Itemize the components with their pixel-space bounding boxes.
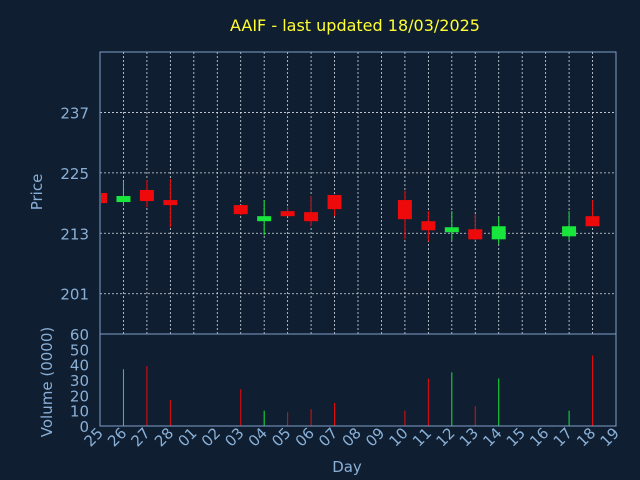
x-tick-label: 10 xyxy=(386,424,412,450)
x-tick-label: 18 xyxy=(573,424,599,450)
candle-body xyxy=(101,193,107,204)
candle-body xyxy=(444,227,459,233)
volume-tick-label: 20 xyxy=(70,387,89,405)
x-tick-label: 27 xyxy=(128,424,154,450)
price-tick-label: 237 xyxy=(60,104,89,122)
x-tick-label: 08 xyxy=(339,424,365,450)
price-tick-label: 225 xyxy=(60,165,89,183)
volume-bars xyxy=(122,355,594,426)
candle-body xyxy=(257,216,272,222)
x-tick-label: 16 xyxy=(526,424,552,450)
candle-body xyxy=(397,200,412,220)
x-tick-label: 26 xyxy=(104,424,130,450)
candle-body xyxy=(491,226,506,240)
candle-body xyxy=(585,216,600,227)
price-grid xyxy=(100,52,616,334)
candle-body xyxy=(468,229,483,240)
x-tick-label: 19 xyxy=(597,424,623,450)
x-tick-label: 12 xyxy=(432,424,458,450)
x-tick-label: 14 xyxy=(479,424,505,450)
chart-title: AAIF - last updated 18/03/2025 xyxy=(230,16,480,35)
x-tick-label: 11 xyxy=(409,424,435,450)
volume-panel-frame xyxy=(99,333,617,427)
candle-body xyxy=(163,200,178,206)
candle-body xyxy=(421,221,436,231)
volume-tick-label: 0 xyxy=(79,418,89,436)
volume-tick-label: 40 xyxy=(70,357,89,375)
y-axis-label: Price xyxy=(28,174,46,211)
volume-tick-label: 60 xyxy=(70,326,89,344)
x-tick-label: 15 xyxy=(503,424,529,450)
x-tick-label: 02 xyxy=(198,424,224,450)
price-tick-labels: 201 213 225 237 xyxy=(60,104,89,303)
volume-tick-label: 10 xyxy=(70,403,89,421)
candle-body xyxy=(116,196,131,203)
x-tick-label: 07 xyxy=(315,424,341,450)
x-axis-label: Day xyxy=(332,458,362,476)
x-tick-label: 09 xyxy=(362,424,388,450)
price-tick-label: 201 xyxy=(60,286,89,304)
candle-body xyxy=(233,205,248,215)
x-tick-label: 04 xyxy=(245,424,271,450)
x-tick-label: 03 xyxy=(221,424,247,450)
candle-body xyxy=(562,226,577,237)
x-tick-label: 17 xyxy=(550,424,576,450)
volume-tick-label: 50 xyxy=(70,341,89,359)
candle-body xyxy=(280,211,295,217)
x-tick-label: 13 xyxy=(456,424,482,450)
x-tick-label: 28 xyxy=(151,424,177,450)
x-tick-label: 01 xyxy=(174,424,200,450)
volume-tick-label: 30 xyxy=(70,372,89,390)
price-tick-label: 213 xyxy=(60,225,89,243)
x-tick-label: 05 xyxy=(268,424,294,450)
candle-body xyxy=(304,212,319,222)
volume-axis-label: Volume (0000) xyxy=(38,327,56,437)
candle-body xyxy=(139,189,154,202)
candles xyxy=(99,178,600,245)
x-tick-labels: 2526272801020304050607080910111213141516… xyxy=(81,424,623,450)
candle-body xyxy=(327,195,342,210)
x-tick-label: 06 xyxy=(292,424,318,450)
